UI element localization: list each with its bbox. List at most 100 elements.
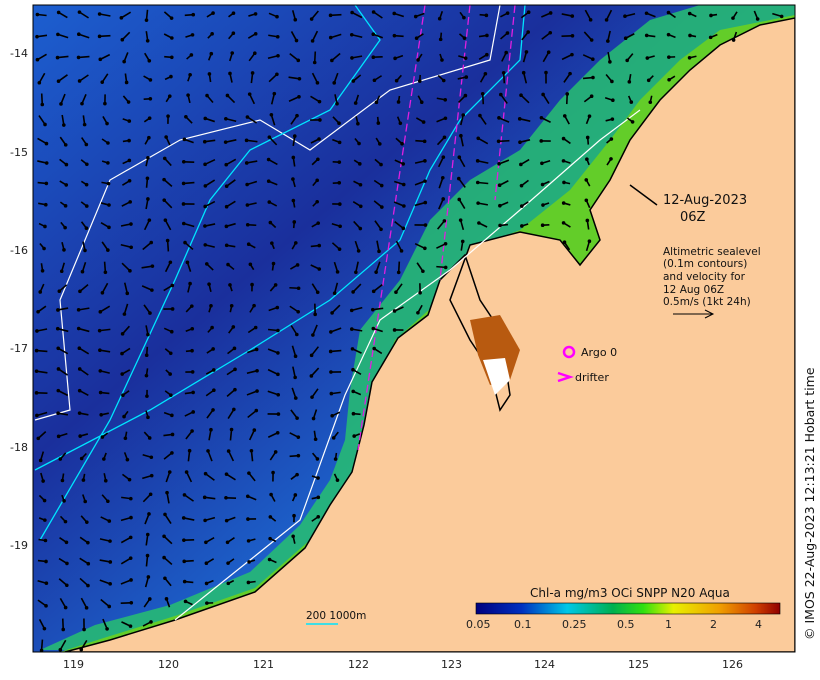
velocity-arrow-head (244, 138, 249, 143)
velocity-arrow-head (687, 11, 692, 16)
velocity-arrow-head (44, 581, 49, 586)
velocity-arrow-head (190, 348, 194, 353)
velocity-arrow-head (562, 114, 567, 118)
velocity-arrow-head (203, 471, 208, 476)
velocity-arrow (288, 96, 300, 102)
velocity-arrow-head (611, 98, 615, 103)
velocity-arrow (247, 409, 257, 419)
velocity-arrow-head (127, 158, 132, 163)
velocity-arrow-head (108, 582, 112, 586)
velocity-arrow-head (297, 77, 302, 81)
velocity-arrow-head (170, 432, 175, 437)
velocity-arrow (270, 114, 276, 126)
velocity-arrow-head (102, 457, 106, 461)
velocity-arrow-head (85, 520, 89, 524)
velocity-arrow-head (43, 224, 47, 229)
velocity-arrow-head (524, 50, 529, 54)
isobath-200m (34, 5, 501, 421)
velocity-arrow (583, 31, 593, 41)
tidal-flat (483, 358, 510, 395)
velocity-arrow-head (480, 91, 485, 96)
velocity-arrow-head (122, 59, 126, 64)
velocity-arrow-head (371, 55, 376, 60)
lon-tick: 124 (534, 658, 555, 671)
velocity-arrow (267, 390, 279, 396)
velocity-arrow-head (148, 78, 153, 82)
velocity-arrow-head (147, 436, 152, 440)
velocity-arrow-head (568, 71, 572, 76)
velocity-arrow-head (205, 601, 209, 605)
velocity-arrow-head (129, 578, 133, 582)
velocity-arrow-head (207, 72, 212, 76)
velocity-arrow-head (269, 112, 274, 117)
velocity-arrow-head (644, 33, 649, 38)
velocity-arrow-head (309, 374, 314, 378)
king-sound (470, 315, 520, 385)
velocity-arrow-head (623, 14, 627, 19)
velocity-arrow-head (539, 115, 544, 120)
lat-tick: -19 (10, 539, 28, 552)
velocity-arrow-head (591, 75, 595, 80)
sealevel-contour (34, 5, 526, 471)
velocity-arrow-head (80, 101, 84, 106)
velocity-arrow-head (84, 204, 89, 208)
colorbar-scale (475, 602, 781, 615)
credit-label: © IMOS 22-Aug-2023 12:13:21 Hobart time (802, 367, 817, 640)
velocity-arrow-head (667, 78, 671, 82)
velocity-arrow (246, 139, 258, 143)
velocity-arrow-head (38, 290, 43, 294)
velocity-arrow-head (273, 283, 278, 287)
velocity-arrow-head (667, 55, 671, 59)
velocity-arrow-head (105, 627, 109, 631)
velocity-arrow-head (204, 581, 209, 586)
velocity-arrow (498, 139, 510, 143)
velocity-arrow-head (497, 162, 501, 166)
velocity-arrow (458, 178, 466, 188)
velocity-arrow (205, 473, 215, 481)
velocity-arrow-head (463, 56, 468, 60)
velocity-arrow-head (440, 176, 445, 180)
velocity-arrow-head (224, 518, 229, 523)
velocity-arrow (312, 324, 318, 336)
velocity-arrow-head (422, 139, 427, 144)
velocity-arrow-head (458, 218, 463, 222)
velocity-arrow-head (254, 347, 259, 352)
velocity-arrow (40, 93, 44, 105)
velocity-arrow-head (190, 429, 194, 433)
velocity-arrow-head (146, 415, 150, 420)
velocity-arrow-head (315, 290, 320, 295)
velocity-arrow-head (517, 117, 522, 121)
velocity-arrow-head (120, 37, 125, 42)
velocity-arrow-head (59, 102, 63, 106)
velocity-arrow-head (540, 161, 544, 166)
velocity-arrow-head (328, 349, 333, 354)
velocity-arrow-head (162, 156, 167, 161)
colorbar: Chl-a mg/m3 OCi SNPP N20 Aqua 0.05 0.1 0… (466, 586, 781, 631)
velocity-arrow-head (485, 52, 489, 57)
velocity-arrow-head (34, 348, 39, 353)
velocity-arrow (80, 597, 88, 609)
velocity-arrow-head (371, 289, 376, 294)
velocity-arrow-head (497, 116, 501, 120)
velocity-arrow-head (271, 261, 276, 266)
velocity-arrow-head (392, 11, 397, 16)
velocity-arrow-head (351, 389, 356, 394)
velocity-arrow-head (245, 222, 250, 227)
velocity-arrow-head (485, 33, 489, 38)
velocity-arrow-head (546, 50, 551, 55)
velocity-arrow-head (170, 55, 174, 60)
velocity-arrow-head (374, 100, 379, 105)
map-frame (32, 4, 796, 653)
velocity-arrow-head (561, 201, 566, 205)
velocity-arrow-head (77, 346, 82, 351)
velocity-arrow-head (202, 495, 207, 500)
velocity-arrow-head (609, 137, 614, 141)
lat-tick: -16 (10, 244, 28, 257)
velocity-arrow (120, 557, 132, 565)
velocity-arrow-head (211, 347, 215, 351)
velocity-arrow-head (645, 56, 650, 60)
velocity-arrow-head (316, 221, 321, 225)
velocity-arrow-head (182, 137, 187, 142)
velocity-arrow-head (247, 471, 251, 475)
velocity-arrow-head (317, 243, 322, 248)
